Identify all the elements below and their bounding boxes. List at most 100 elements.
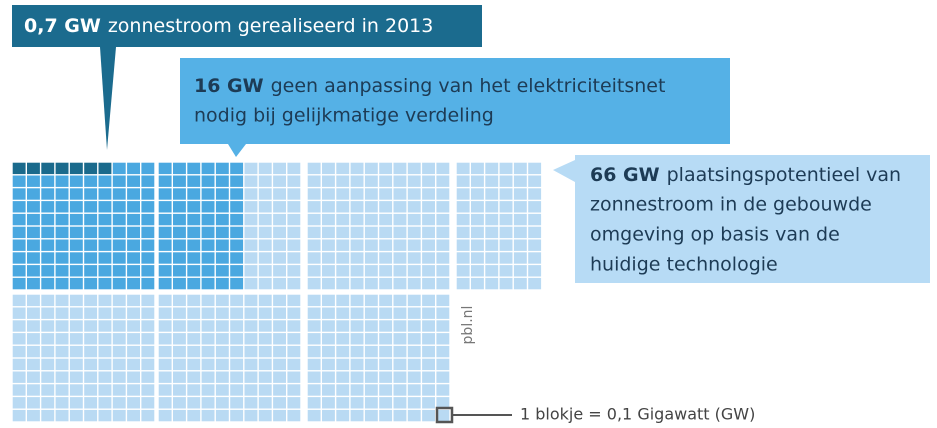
block [127, 409, 140, 422]
block [12, 371, 26, 383]
block [55, 345, 69, 358]
block [393, 307, 407, 319]
block [201, 201, 215, 213]
block [187, 307, 201, 319]
block [27, 201, 40, 213]
block [12, 307, 26, 319]
block [201, 320, 215, 332]
block [98, 320, 112, 332]
block [127, 345, 140, 358]
block [364, 358, 378, 371]
block [12, 320, 26, 332]
block [350, 226, 364, 239]
block [244, 265, 258, 277]
block [173, 371, 186, 383]
block [55, 239, 69, 251]
block [258, 384, 272, 396]
block [436, 162, 450, 175]
callout-line: nodig bij gelijkmatige verdeling [194, 105, 494, 127]
block [41, 358, 55, 371]
block [244, 213, 258, 226]
block [55, 277, 69, 290]
block [215, 358, 229, 371]
block [393, 358, 407, 371]
block [336, 307, 350, 319]
block [244, 371, 258, 383]
block [158, 294, 172, 307]
block [27, 226, 40, 239]
block [215, 397, 229, 409]
block [258, 265, 272, 277]
block [456, 265, 470, 277]
block [485, 175, 499, 187]
block [336, 162, 350, 175]
block [55, 252, 69, 264]
block [287, 320, 301, 332]
block [422, 397, 435, 409]
block [273, 277, 286, 290]
block [158, 239, 172, 251]
block [379, 384, 393, 396]
block [187, 371, 201, 383]
block [141, 201, 155, 213]
block [407, 252, 421, 264]
block [485, 265, 499, 277]
block [364, 265, 378, 277]
block [141, 162, 155, 175]
block [407, 345, 421, 358]
block [322, 252, 335, 264]
block [215, 333, 229, 345]
block [422, 371, 435, 383]
block [127, 294, 140, 307]
block [127, 188, 140, 200]
block [499, 175, 513, 187]
block [273, 175, 286, 187]
block [379, 345, 393, 358]
block [307, 226, 321, 239]
block [379, 175, 393, 187]
block [273, 213, 286, 226]
block [350, 252, 364, 264]
block [69, 294, 83, 307]
block [336, 252, 350, 264]
block [98, 371, 112, 383]
block [141, 213, 155, 226]
block [422, 162, 435, 175]
block [287, 226, 301, 239]
block [436, 409, 450, 422]
block [336, 213, 350, 226]
block [350, 213, 364, 226]
block [456, 239, 470, 251]
block [485, 277, 499, 290]
block [41, 277, 55, 290]
callout-pointer [553, 160, 575, 182]
block [230, 345, 244, 358]
block [422, 239, 435, 251]
block [230, 409, 244, 422]
block [215, 307, 229, 319]
block [41, 345, 55, 358]
block [379, 252, 393, 264]
block [244, 384, 258, 396]
block [364, 409, 378, 422]
block [141, 307, 155, 319]
block [201, 239, 215, 251]
block [499, 162, 513, 175]
block [322, 409, 335, 422]
block [336, 188, 350, 200]
block [98, 277, 112, 290]
block [393, 384, 407, 396]
legend-text: 1 blokje = 0,1 Gigawatt (GW) [520, 405, 755, 424]
block [173, 188, 186, 200]
block [173, 213, 186, 226]
block [173, 201, 186, 213]
callout-line: omgeving op basis van de [590, 224, 840, 246]
callouts [12, 5, 930, 283]
block [322, 358, 335, 371]
block [407, 226, 421, 239]
block [393, 345, 407, 358]
block [471, 226, 484, 239]
block [69, 320, 83, 332]
block [436, 384, 450, 396]
labels: 0,7 GW zonnestroom gerealiseerd in 2013 16… [24, 15, 901, 276]
